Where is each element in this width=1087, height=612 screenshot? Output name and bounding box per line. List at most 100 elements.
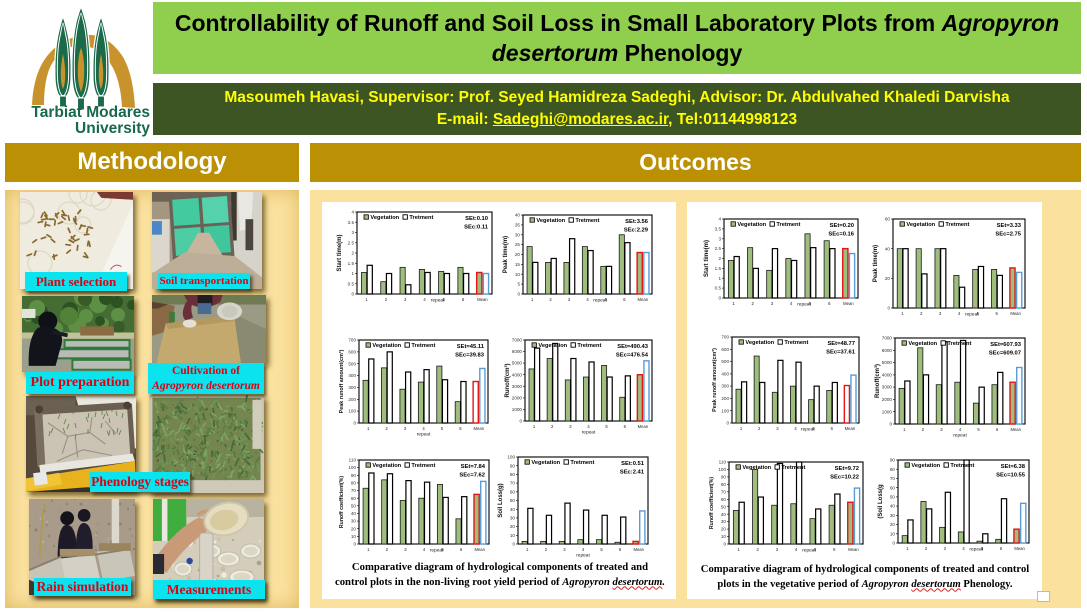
- svg-text:Vegetation: Vegetation: [911, 463, 940, 469]
- svg-text:30: 30: [890, 513, 896, 518]
- svg-text:6: 6: [833, 547, 836, 552]
- svg-text:20: 20: [515, 252, 521, 257]
- svg-text:1: 1: [740, 426, 743, 431]
- svg-text:Mean: Mean: [1010, 311, 1021, 316]
- svg-text:3: 3: [939, 311, 942, 316]
- svg-text:Vegetation: Vegetation: [531, 460, 560, 466]
- svg-text:500: 500: [721, 359, 729, 364]
- svg-text:SEc:0.11: SEc:0.11: [464, 225, 489, 231]
- svg-text:4: 4: [423, 297, 426, 302]
- svg-text:SEc=476.54: SEc=476.54: [616, 353, 649, 359]
- svg-text:6: 6: [460, 547, 463, 552]
- svg-text:2: 2: [757, 547, 760, 552]
- svg-text:Vegetation: Vegetation: [370, 215, 399, 221]
- svg-text:5: 5: [517, 282, 520, 287]
- svg-text:60: 60: [351, 496, 357, 501]
- svg-text:600: 600: [348, 350, 356, 355]
- svg-text:6000: 6000: [512, 349, 523, 354]
- svg-text:2000: 2000: [882, 397, 893, 402]
- svg-text:400: 400: [348, 373, 356, 378]
- svg-text:Tretment: Tretment: [411, 343, 435, 349]
- svg-text:Mean: Mean: [1014, 546, 1025, 551]
- svg-text:2: 2: [545, 547, 548, 552]
- svg-text:4: 4: [351, 210, 354, 215]
- svg-text:10: 10: [351, 534, 357, 539]
- svg-text:2000: 2000: [512, 396, 523, 401]
- svg-text:4: 4: [582, 547, 585, 552]
- svg-text:20: 20: [721, 527, 727, 532]
- svg-text:5: 5: [809, 301, 812, 306]
- svg-text:Tretment: Tretment: [409, 215, 433, 221]
- svg-text:1: 1: [732, 301, 735, 306]
- svg-text:6: 6: [619, 547, 622, 552]
- svg-text:Tarbiat Modares: Tarbiat Modares: [31, 104, 150, 121]
- svg-text:SEt:0.10: SEt:0.10: [465, 216, 488, 222]
- svg-text:repeat: repeat: [593, 298, 607, 304]
- svg-text:Tretment: Tretment: [577, 343, 601, 349]
- svg-text:50: 50: [351, 503, 357, 508]
- svg-text:50: 50: [721, 504, 727, 509]
- svg-text:10: 10: [721, 534, 727, 539]
- svg-text:SEc=39.83: SEc=39.83: [455, 353, 485, 359]
- svg-text:Vegetation: Vegetation: [745, 340, 774, 346]
- svg-text:Tretment: Tretment: [776, 222, 800, 228]
- svg-text:Soil Loss(g): Soil Loss(g): [498, 483, 504, 517]
- svg-text:repeat: repeat: [965, 312, 979, 318]
- svg-text:30: 30: [721, 519, 727, 524]
- svg-text:Peak runoff amount(cm³): Peak runoff amount(cm³): [712, 348, 718, 412]
- svg-text:1000: 1000: [882, 409, 893, 414]
- svg-text:0: 0: [353, 421, 356, 426]
- svg-text:SEt=48.77: SEt=48.77: [827, 341, 855, 347]
- svg-text:repeat: repeat: [582, 430, 596, 436]
- svg-text:1.5: 1.5: [715, 266, 722, 271]
- svg-text:110: 110: [719, 460, 727, 465]
- svg-text:3: 3: [718, 236, 721, 241]
- svg-text:Tretment: Tretment: [575, 218, 599, 224]
- svg-text:1: 1: [533, 424, 536, 429]
- svg-text:60: 60: [510, 489, 516, 494]
- svg-text:4: 4: [795, 547, 798, 552]
- svg-text:6: 6: [831, 426, 834, 431]
- svg-text:3: 3: [569, 424, 572, 429]
- svg-text:SEt=9.72: SEt=9.72: [835, 466, 859, 472]
- svg-text:Tretment: Tretment: [950, 463, 974, 469]
- svg-text:Runoff(cm³): Runoff(cm³): [504, 364, 511, 398]
- svg-text:SEt:0.51: SEt:0.51: [621, 461, 645, 467]
- svg-text:4: 4: [423, 547, 426, 552]
- svg-text:10: 10: [890, 531, 896, 536]
- svg-text:40: 40: [515, 213, 521, 218]
- svg-text:3: 3: [940, 427, 943, 432]
- svg-text:6: 6: [828, 301, 831, 306]
- svg-text:repeat: repeat: [953, 433, 967, 439]
- svg-text:repeat: repeat: [797, 302, 811, 308]
- svg-text:100: 100: [348, 465, 356, 470]
- svg-text:80: 80: [351, 481, 357, 486]
- svg-text:90: 90: [721, 475, 727, 480]
- svg-text:500: 500: [348, 361, 356, 366]
- svg-text:10: 10: [510, 533, 516, 538]
- svg-text:15: 15: [515, 262, 521, 267]
- svg-text:20: 20: [885, 276, 891, 281]
- svg-text:6000: 6000: [882, 348, 893, 353]
- svg-text:40: 40: [885, 246, 891, 251]
- svg-text:Start time(m): Start time(m): [337, 234, 343, 271]
- svg-text:4000: 4000: [512, 372, 523, 377]
- svg-text:80: 80: [510, 472, 516, 477]
- svg-text:2: 2: [925, 546, 928, 551]
- svg-text:SEt=45.11: SEt=45.11: [457, 344, 485, 350]
- svg-text:SEc=2.75: SEc=2.75: [995, 232, 1021, 238]
- svg-text:4: 4: [962, 546, 965, 551]
- svg-text:30: 30: [351, 519, 357, 524]
- svg-text:0: 0: [723, 542, 726, 547]
- svg-text:0: 0: [517, 292, 520, 297]
- svg-text:6: 6: [459, 426, 462, 431]
- svg-text:40: 40: [721, 512, 727, 517]
- svg-text:Peak time(m): Peak time(m): [503, 236, 509, 273]
- svg-text:1: 1: [351, 271, 354, 276]
- svg-text:6: 6: [623, 297, 626, 302]
- svg-text:SEc=7.62: SEc=7.62: [459, 473, 485, 479]
- svg-text:Vegetation: Vegetation: [536, 218, 565, 224]
- svg-text:Mean: Mean: [477, 297, 488, 302]
- svg-text:300: 300: [348, 385, 356, 390]
- svg-text:3: 3: [776, 547, 779, 552]
